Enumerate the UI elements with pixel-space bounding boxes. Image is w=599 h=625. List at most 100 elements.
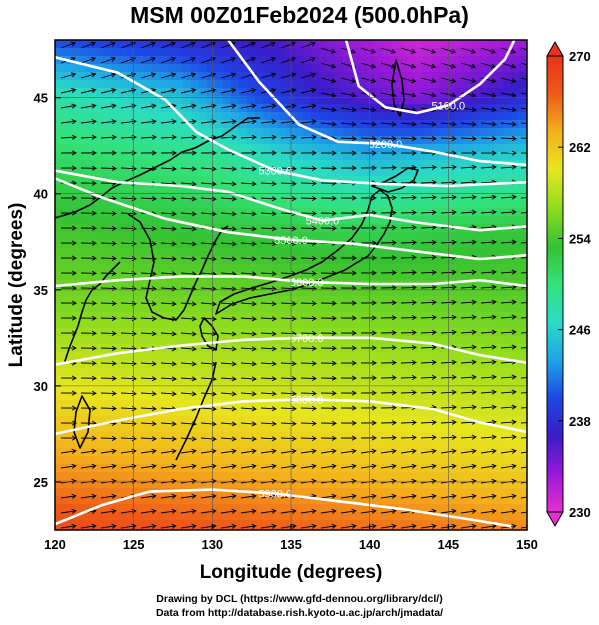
- field-cell: [359, 488, 368, 497]
- field-cell: [103, 456, 112, 465]
- field-cell: [135, 336, 144, 345]
- field-cell: [199, 384, 208, 393]
- field-cell: [431, 408, 440, 417]
- field-cell: [279, 40, 288, 49]
- field-cell: [311, 432, 320, 441]
- field-cell: [487, 96, 496, 105]
- field-cell: [367, 152, 376, 161]
- wind-arrow: [320, 508, 337, 514]
- field-cell: [311, 216, 320, 225]
- field-cell: [183, 248, 192, 257]
- field-cell: [439, 264, 448, 273]
- field-cell: [127, 160, 136, 169]
- field-cell: [215, 144, 224, 153]
- field-cell: [111, 272, 120, 281]
- field-cell: [455, 384, 464, 393]
- field-cell: [439, 144, 448, 153]
- field-cell: [455, 296, 464, 305]
- field-cell: [439, 304, 448, 313]
- field-cell: [231, 528, 240, 530]
- field-cell: [455, 480, 464, 489]
- field-cell: [127, 504, 136, 513]
- field-cell: [95, 80, 104, 89]
- field-cell: [431, 88, 440, 97]
- field-cell: [271, 296, 280, 305]
- field-cell: [183, 480, 192, 489]
- field-cell: [191, 232, 200, 241]
- field-cell: [87, 144, 96, 153]
- wind-arrow: [60, 463, 77, 469]
- wind-arrow: [480, 463, 497, 469]
- field-cell: [279, 432, 288, 441]
- wind-arrow: [280, 463, 297, 469]
- field-cell: [63, 128, 72, 137]
- field-cell: [335, 264, 344, 273]
- field-cell: [399, 416, 408, 425]
- wind-arrow: [460, 107, 477, 113]
- field-cell: [79, 456, 88, 465]
- wind-arrow: [520, 377, 527, 379]
- field-cell: [183, 48, 192, 57]
- field-cell: [503, 392, 512, 401]
- field-cell: [279, 424, 288, 433]
- field-cell: [447, 56, 456, 65]
- field-cell: [223, 456, 232, 465]
- field-cell: [247, 448, 256, 457]
- field-cell: [335, 128, 344, 137]
- field-cell: [415, 56, 424, 65]
- field-cell: [103, 64, 112, 73]
- field-cell: [407, 496, 416, 505]
- field-cell: [311, 328, 320, 337]
- wind-arrow: [500, 434, 517, 440]
- field-cell: [255, 128, 264, 137]
- wind-arrow: [260, 436, 277, 442]
- field-cell: [151, 528, 160, 530]
- field-cell: [455, 88, 464, 97]
- field-cell: [79, 320, 88, 329]
- field-cell: [215, 120, 224, 129]
- wind-arrow: [260, 134, 277, 140]
- field-cell: [359, 64, 368, 73]
- field-cell: [95, 128, 104, 137]
- field-cell: [255, 288, 264, 297]
- field-cell: [343, 112, 352, 121]
- field-cell: [263, 352, 272, 361]
- wind-arrow: [340, 150, 357, 156]
- field-cell: [503, 312, 512, 321]
- field-cell: [415, 376, 424, 385]
- field-cell: [423, 432, 432, 441]
- field-cell: [479, 368, 488, 377]
- field-cell: [367, 368, 376, 377]
- field-cell: [319, 360, 328, 369]
- field-cell: [439, 88, 448, 97]
- field-cell: [175, 240, 184, 249]
- field-cell: [383, 216, 392, 225]
- field-cell: [175, 128, 184, 137]
- field-cell: [367, 240, 376, 249]
- field-cell: [271, 392, 280, 401]
- field-cell: [95, 512, 104, 521]
- field-cell: [391, 184, 400, 193]
- field-cell: [487, 240, 496, 249]
- wind-arrow: [520, 242, 527, 244]
- field-cell: [311, 160, 320, 169]
- field-cell: [143, 272, 152, 281]
- field-cell: [111, 208, 120, 217]
- wind-arrow: [380, 523, 397, 529]
- field-cell: [199, 328, 208, 337]
- field-cell: [111, 352, 120, 361]
- field-cell: [303, 416, 312, 425]
- field-cell: [167, 368, 176, 377]
- field-cell: [455, 488, 464, 497]
- field-cell: [111, 432, 120, 441]
- field-cell: [415, 504, 424, 513]
- field-cell: [199, 48, 208, 57]
- field-cell: [167, 496, 176, 505]
- field-cell: [351, 392, 360, 401]
- field-cell: [223, 48, 232, 57]
- field-cell: [367, 80, 376, 89]
- field-cell: [191, 432, 200, 441]
- field-cell: [519, 64, 527, 73]
- field-cell: [143, 352, 152, 361]
- field-cell: [255, 120, 264, 129]
